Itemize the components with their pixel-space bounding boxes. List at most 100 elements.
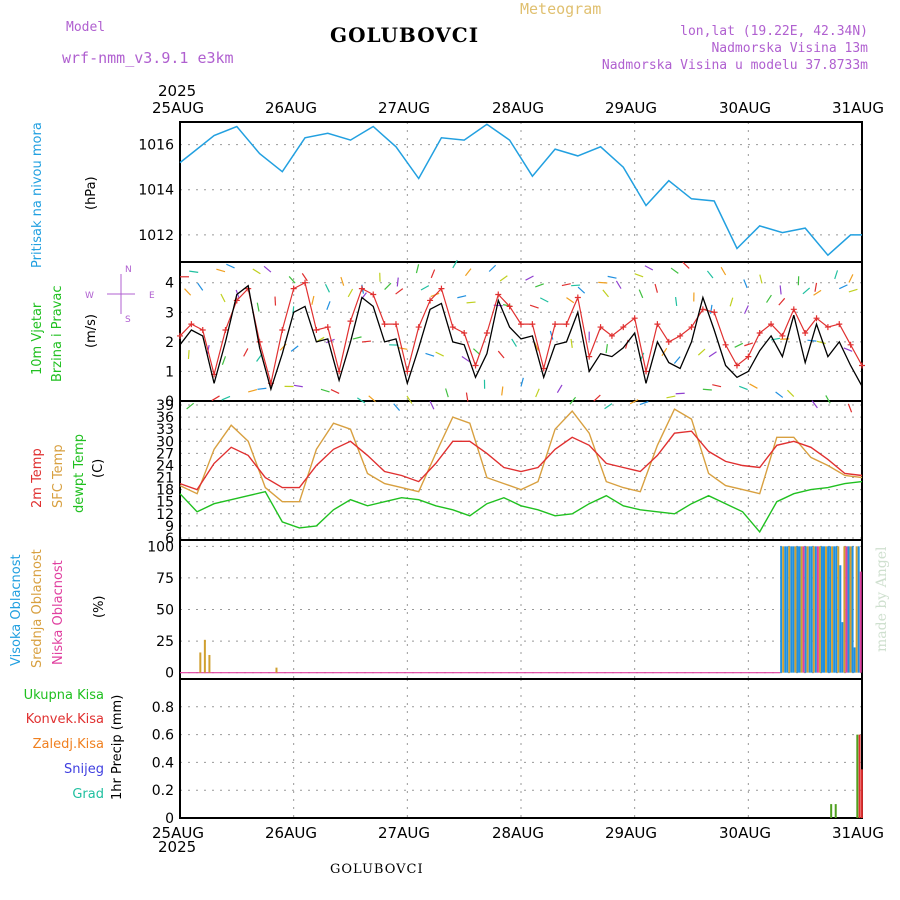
cloud-high-bar [792, 546, 795, 673]
wind-arrow [848, 274, 854, 283]
cloud-high-bar [829, 546, 832, 673]
wind-arrow [290, 345, 299, 352]
wind-arrow [570, 338, 573, 348]
page-title: GOLUBOVCI [330, 23, 480, 47]
wind-arrow [472, 348, 481, 356]
gust-marker [222, 327, 229, 334]
x-tick-top: 27AUG [378, 99, 430, 117]
x-tick-top: 28AUG [492, 99, 544, 117]
wind-arrow [598, 281, 608, 284]
cloud-high-bar [808, 546, 811, 673]
wind-arrow [847, 403, 853, 413]
cloud-high-bar [855, 546, 858, 673]
x-tick-bottom: 28AUG [492, 824, 544, 842]
pressure-line [179, 123, 862, 257]
x-tick-top: 31AUG [832, 99, 884, 117]
x-tick-bottom: 26AUG [265, 824, 317, 842]
y-tick-label: 6 [165, 531, 174, 547]
wind-arrow [814, 282, 818, 292]
wind-arrow [775, 391, 784, 398]
cloud-high-bar [823, 546, 826, 673]
cloud-high-bar [853, 647, 856, 673]
wind-arrow [816, 340, 826, 345]
wind-arrow [535, 388, 540, 398]
legend-total-rain: Ukupna Kisa [23, 688, 104, 703]
gust-marker [449, 324, 456, 331]
wind-arrow [720, 266, 727, 276]
gust-marker [711, 309, 718, 316]
y-tick-label: 0.4 [152, 755, 174, 771]
gust-marker [768, 321, 775, 328]
cloud-high-bar [835, 546, 838, 673]
y-tick-label: 50 [156, 603, 174, 619]
wind-arrow [802, 287, 811, 295]
wind-arrow [638, 289, 644, 299]
model-label: Model [66, 20, 106, 35]
wind-arrow [464, 268, 472, 277]
wind-arrow [615, 280, 622, 289]
gust-marker [699, 306, 706, 313]
wind-arrow [605, 344, 608, 354]
gust-marker [688, 324, 695, 331]
wind-arrow [497, 350, 505, 359]
cloud-high-bar [810, 546, 813, 673]
compass-letter: E [149, 291, 155, 301]
y-tick-label: 9 [165, 519, 174, 535]
precip-bar [834, 804, 837, 818]
y-tick-label: 0.8 [152, 700, 174, 716]
wind-arrow [465, 392, 469, 402]
year-bottom-label: 2025 [158, 838, 197, 856]
cloud-high-bar [798, 546, 801, 673]
y-tick-label: 1012 [138, 228, 174, 244]
gust-marker [256, 338, 263, 345]
dewpt-temp-line [179, 480, 863, 534]
cloud-high-bar [790, 546, 793, 673]
cloud-mid-bar [199, 652, 202, 673]
x-tick-top: 25AUG [152, 99, 204, 117]
gust-marker [563, 321, 570, 328]
wind-arrow [452, 259, 458, 269]
gust-marker [836, 321, 843, 328]
wind-arrow [661, 347, 668, 357]
wind-arrow [709, 304, 713, 314]
gust-marker [347, 318, 354, 325]
wind-arrow [511, 338, 517, 347]
wind-arrow [252, 268, 261, 275]
wind-arrow [257, 387, 267, 390]
wind-arrow [248, 388, 258, 393]
wind-arrow [457, 295, 467, 299]
wind-arrow [674, 296, 678, 307]
cloud-high-bar [841, 622, 844, 673]
wind-arrow [189, 270, 199, 273]
cloud-high-bar [847, 546, 850, 673]
y-tick-label: 3 [165, 305, 174, 321]
wind-arrow [340, 276, 345, 286]
cloud-high-bar [780, 546, 783, 673]
wind-arrow [702, 388, 712, 391]
gust-marker [677, 332, 684, 339]
cloud-high-bar [800, 546, 803, 673]
cloud-high-bar [825, 546, 828, 673]
wind-arrow [706, 270, 714, 279]
sfc-temp-line [179, 408, 863, 503]
cloud-high-bar [796, 546, 799, 673]
gust-marker [790, 306, 797, 313]
wind-arrow [211, 395, 220, 402]
compass-letter: S [125, 315, 131, 325]
wind-arrow [429, 400, 435, 410]
y-tick-label: 0 [165, 811, 174, 827]
wind-arrow [186, 402, 195, 410]
model-elevation-label: Nadmorska Visina u modelu 37.8733m [601, 58, 868, 73]
wind-arrow [499, 275, 508, 282]
cloud-high-bar [831, 546, 834, 673]
y-tick-label: 4 [165, 276, 174, 292]
y-tick-label: 15 [156, 495, 174, 511]
wind-arrow [187, 349, 190, 360]
y-tick-label: 0 [165, 666, 174, 682]
cloud-mid-bar [275, 667, 278, 673]
wind-arrow [712, 384, 722, 388]
wind-arrow [779, 285, 782, 295]
wind-arrow [330, 389, 340, 394]
gust-marker [733, 362, 740, 369]
